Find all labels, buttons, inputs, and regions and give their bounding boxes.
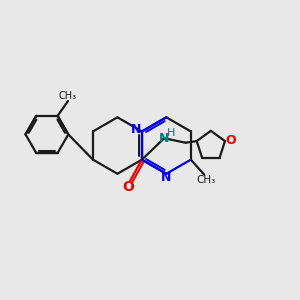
Text: CH₃: CH₃ [196,176,215,185]
Text: H: H [167,128,175,138]
Text: CH₃: CH₃ [59,91,77,101]
Text: N: N [159,132,169,145]
Text: N: N [161,171,172,184]
Text: O: O [123,180,134,194]
Text: O: O [226,134,236,147]
Text: N: N [131,123,142,136]
